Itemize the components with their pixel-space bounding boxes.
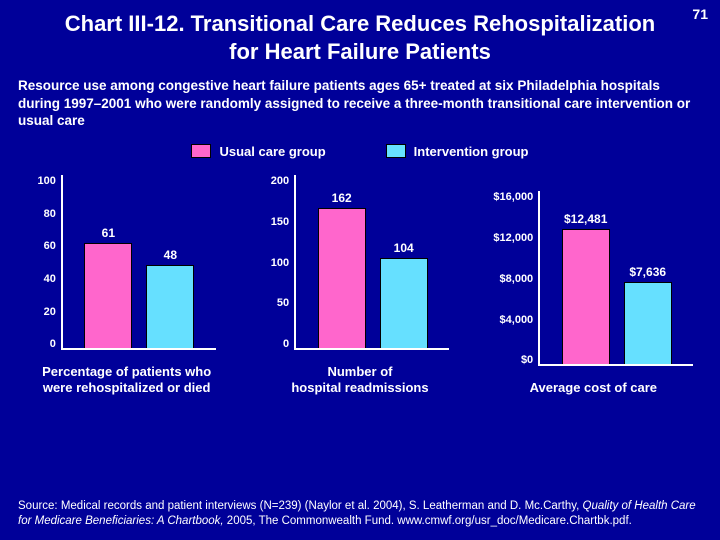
chart-1-bar-intervention-label: 48 [164, 248, 177, 262]
chart-2-bar-intervention-label: 104 [394, 241, 414, 255]
legend-swatch-usual [191, 144, 211, 158]
legend-item-usual: Usual care group [191, 144, 325, 159]
chart-2-plot: 162 104 [294, 175, 449, 350]
chart-1-bar-usual-label: 61 [102, 226, 115, 240]
chart-3-bar-usual-label: $12,481 [564, 212, 607, 226]
chart-3-yaxis: $16,000 $12,000 $8,000 $4,000 $0 [493, 191, 538, 366]
legend-label-usual: Usual care group [219, 144, 325, 159]
chart-1-bar-usual: 61 [84, 243, 132, 349]
chart-2: 200 150 100 50 0 162 104 Number of hospi… [250, 175, 470, 397]
legend-item-intervention: Intervention group [386, 144, 529, 159]
chart-title: Chart III-12. Transitional Care Reduces … [0, 0, 720, 71]
chart-2-caption: Number of hospital readmissions [287, 364, 432, 397]
chart-2-bar-usual: 162 [318, 208, 366, 348]
legend-label-intervention: Intervention group [414, 144, 529, 159]
source-note: Source: Medical records and patient inte… [18, 499, 702, 530]
chart-2-bar-intervention: 104 [380, 258, 428, 348]
page-number: 71 [692, 6, 708, 22]
charts-row: 100 80 60 40 20 0 61 48 Percentage of pa… [0, 167, 720, 397]
chart-2-bar-usual-label: 162 [332, 191, 352, 205]
chart-3-plot: $12,481 $7,636 [538, 191, 693, 366]
chart-subtitle: Resource use among congestive heart fail… [0, 71, 720, 140]
chart-3: $16,000 $12,000 $8,000 $4,000 $0 $12,481… [483, 191, 703, 396]
chart-3-caption: Average cost of care [526, 380, 661, 396]
chart-1-caption: Percentage of patients who were rehospit… [38, 364, 215, 397]
chart-3-bar-usual: $12,481 [562, 229, 610, 364]
chart-3-bar-intervention-label: $7,636 [629, 265, 666, 279]
chart-1: 100 80 60 40 20 0 61 48 Percentage of pa… [17, 175, 237, 397]
chart-1-bar-intervention: 48 [146, 265, 194, 348]
legend-swatch-intervention [386, 144, 406, 158]
chart-1-yaxis: 100 80 60 40 20 0 [37, 175, 60, 350]
chart-2-yaxis: 200 150 100 50 0 [271, 175, 294, 350]
chart-1-plot: 61 48 [61, 175, 216, 350]
chart-3-bar-intervention: $7,636 [624, 282, 672, 365]
legend: Usual care group Intervention group [0, 140, 720, 167]
